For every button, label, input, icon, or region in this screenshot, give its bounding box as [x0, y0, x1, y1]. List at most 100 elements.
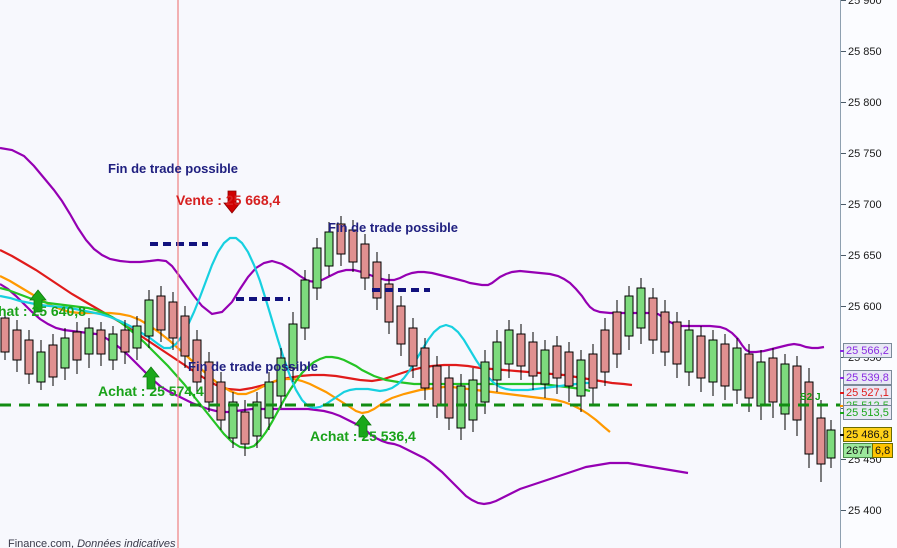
bollinger-lower-band — [0, 283, 689, 506]
axis-tick-dash — [841, 255, 846, 256]
ma-orange-line — [0, 275, 611, 433]
candle — [72, 322, 82, 374]
candle — [336, 216, 346, 266]
buy-arrow-2 — [142, 366, 160, 390]
candle — [216, 372, 226, 430]
chart-plot-area[interactable]: Fin de trade possible Vente : 25 668,4 F… — [0, 0, 840, 548]
candle — [384, 274, 394, 334]
price-tag-label: 25 566,2 — [846, 345, 889, 357]
last-price-tag-overlap[interactable]: 6,8 — [872, 443, 894, 458]
candle — [468, 368, 478, 432]
price-tag-tick — [840, 434, 844, 436]
candle — [348, 220, 358, 272]
candle — [624, 286, 634, 350]
candle — [804, 368, 814, 468]
candle — [660, 300, 670, 366]
axis-tick: 25 750 — [841, 147, 897, 161]
candle — [636, 278, 646, 344]
candle — [552, 336, 562, 394]
price-tag-label: 25 527,1 — [846, 387, 889, 399]
lower-band-price-tag[interactable]: 25 539,8 — [840, 370, 892, 385]
annotation-fin-de-trade-1: Fin de trade possible — [108, 161, 239, 176]
candle — [24, 330, 34, 384]
candle — [600, 318, 610, 386]
candle — [396, 296, 406, 356]
candle — [324, 222, 334, 276]
candle — [192, 330, 202, 392]
axis-tick-dash — [841, 153, 846, 154]
axis-tick: 25 850 — [841, 45, 897, 59]
axis-tick-label: 25 600 — [848, 301, 882, 313]
axis-tick-dash — [841, 51, 846, 52]
candle — [768, 348, 778, 418]
candle — [0, 312, 10, 360]
candle — [564, 342, 574, 402]
annotation-fin-de-trade-2: Fin de trade possible — [328, 220, 459, 235]
candle — [180, 306, 190, 368]
axis-tick: 25 900 — [841, 0, 897, 8]
candle — [156, 286, 166, 342]
ma-red-price-tag[interactable]: 25 527,1 — [840, 385, 892, 400]
price-axis[interactable]: 25 900 25 850 25 800 25 750 25 700 25 65… — [840, 0, 897, 548]
last-price-tag[interactable]: 25 486,8 — [840, 427, 892, 442]
sell-arrow-1 — [223, 190, 241, 214]
candle — [276, 348, 286, 408]
axis-tick-label: 25 800 — [848, 97, 882, 109]
candle — [108, 326, 118, 370]
axis-tick: 25 650 — [841, 249, 897, 263]
candle — [264, 372, 274, 430]
candle — [168, 292, 178, 350]
volume-tag-label: 267T — [846, 445, 872, 457]
candle — [648, 288, 658, 354]
candle — [780, 354, 790, 430]
candle — [720, 334, 730, 400]
candle — [288, 312, 298, 382]
candle — [204, 352, 214, 412]
price-tag-tick — [840, 377, 844, 379]
candle — [444, 366, 454, 430]
candle — [420, 338, 430, 400]
candle — [12, 320, 22, 372]
candle — [612, 300, 622, 368]
candle — [456, 374, 466, 440]
price-tag-tick — [840, 412, 844, 414]
candle — [360, 234, 370, 290]
bollinger-upper-band — [0, 146, 825, 354]
axis-tick-dash — [841, 102, 846, 103]
volume-tag[interactable]: 267T — [843, 443, 875, 458]
axis-tick-dash — [841, 0, 846, 1]
annotation-vente-1: Vente : 25 668,4 — [176, 192, 281, 208]
candle — [504, 320, 514, 378]
candle — [36, 340, 46, 390]
candle — [312, 238, 322, 300]
candle — [132, 316, 142, 360]
axis-tick: 25 400 — [841, 504, 897, 518]
candle — [84, 318, 94, 368]
annotation-achat-3: Achat : 25 536,4 — [310, 428, 416, 444]
axis-tick-dash — [841, 306, 846, 307]
candle — [672, 312, 682, 378]
upper-band-price-tag[interactable]: 25 566,2 — [840, 343, 892, 358]
ma-green-price-tag[interactable]: 25 513,5 — [840, 405, 892, 420]
candle — [732, 338, 742, 404]
candle — [816, 400, 826, 482]
axis-tick-label: 25 850 — [848, 46, 882, 58]
candle — [576, 350, 586, 412]
candle — [696, 326, 706, 392]
annotation-fin-de-trade-3: Fin de trade possible — [188, 359, 319, 374]
axis-tick-dash — [841, 204, 846, 205]
candle — [96, 322, 106, 366]
annotation-achat-2: Achat : 25 574,4 — [98, 383, 204, 399]
axis-tick-label: 25 650 — [848, 250, 882, 262]
price-tag-label: 25 539,8 — [846, 372, 889, 384]
axis-tick-label: 25 400 — [848, 505, 882, 517]
candle — [480, 350, 490, 414]
buy-arrow-3 — [354, 414, 372, 438]
candle — [540, 340, 550, 398]
axis-tick: 25 700 — [841, 198, 897, 212]
candle — [48, 334, 58, 386]
chart-canvas — [0, 0, 840, 548]
axis-tick-dash — [841, 510, 846, 511]
candle — [528, 332, 538, 390]
